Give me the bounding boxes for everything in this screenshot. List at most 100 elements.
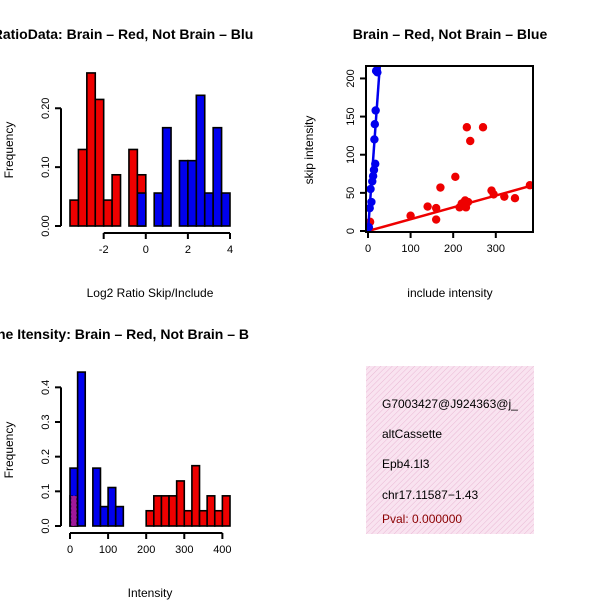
- info-panel-hatch: [366, 366, 534, 534]
- scatter-point: [431, 215, 441, 224]
- y-axis-tick-label: 0.1: [40, 484, 52, 499]
- histogram-bar: [161, 126, 172, 227]
- histogram-bar: [187, 159, 198, 227]
- info-event-type: altCassette: [382, 427, 442, 441]
- scatter-point: [371, 159, 380, 169]
- scatter-point: [487, 186, 496, 195]
- scatter-plot-area: [367, 67, 532, 231]
- ratio-histogram-bars: [69, 72, 231, 227]
- ratio-histogram-ylabel: Frequency: [2, 122, 16, 179]
- histogram-bar: [94, 98, 105, 227]
- intensity-scatter: Brain – Red, Not Brain – Blue 0 100 200 300…: [302, 26, 548, 300]
- x-axis-tick-label: 200: [137, 544, 155, 556]
- scatter-clip-group: [367, 67, 532, 231]
- scatter-frame: [365, 65, 534, 233]
- histogram-bar: [195, 94, 206, 227]
- scatter-point: [478, 123, 488, 132]
- scatter-point: [431, 203, 441, 213]
- scatter-point: [406, 211, 415, 220]
- scatter-x-axis: 0 100 200 300: [365, 232, 505, 255]
- scatter-point: [371, 106, 380, 115]
- ratio-histogram-xlabel: Log2 Ratio Skip/Include: [87, 286, 214, 300]
- histogram-bar: [168, 495, 178, 527]
- x-axis-tick-label: 400: [213, 544, 231, 556]
- histogram-bar: [114, 505, 125, 527]
- histogram-bar: [99, 505, 109, 527]
- histogram-bar: [198, 509, 208, 527]
- scatter-point: [451, 172, 460, 182]
- x-axis-tick-label: 100: [99, 544, 117, 556]
- intensity-histogram-title: ne Itensity: Brain – Red, Not Brain – B: [0, 326, 249, 342]
- histogram-bar: [178, 159, 189, 227]
- scatter-xlabel: include intensity: [407, 286, 492, 300]
- y-axis-tick-label: 200: [345, 69, 357, 87]
- histogram-bar: [102, 199, 113, 227]
- y-axis-tick-label: 0.0: [40, 518, 52, 533]
- scatter-point: [367, 184, 375, 194]
- scatter-point: [466, 136, 475, 146]
- histogram-bar: [69, 199, 80, 227]
- scatter-point: [463, 197, 473, 207]
- regression-line: [367, 184, 532, 231]
- intensity-histogram-y-axis: 0.0 0.1 0.2 0.3 0.4: [40, 380, 62, 534]
- intensity-histogram-xlabel: Intensity: [128, 586, 173, 600]
- histogram-overlap-bar: [70, 495, 77, 527]
- scatter-point: [500, 192, 509, 201]
- x-axis-tick-label: 100: [401, 243, 419, 255]
- histogram-bar: [153, 192, 164, 227]
- histogram-bar: [203, 192, 214, 227]
- histogram-bar: [76, 371, 87, 527]
- histogram-bar: [107, 486, 117, 527]
- scatter-point: [373, 68, 382, 77]
- info-event-id: G7003427@J924363@j_: [382, 397, 518, 411]
- info-gene-name: Epb4.1l3: [382, 457, 430, 471]
- scatter-y-axis: 0 50 100 150 200: [345, 69, 366, 234]
- x-axis-tick-label: 0: [67, 544, 73, 556]
- x-axis-tick-label: 0: [143, 244, 149, 256]
- histogram-bar: [136, 192, 147, 227]
- x-axis-tick-label: 200: [444, 243, 462, 255]
- scatter-title: Brain – Red, Not Brain – Blue: [353, 26, 548, 42]
- y-axis-tick-label: 100: [345, 146, 357, 164]
- histogram-bar: [221, 495, 231, 527]
- x-axis-tick-label: 300: [487, 243, 505, 255]
- x-axis-tick-label: -2: [99, 244, 109, 256]
- histogram-bar: [206, 495, 216, 527]
- histogram-bar: [111, 173, 122, 227]
- histogram-bar: [191, 464, 201, 527]
- ratio-histogram: RatioData: Brain – Red, Not Brain – Blu …: [0, 26, 253, 300]
- y-axis-tick-label: 0.20: [40, 98, 52, 119]
- info-panel: G7003427@J924363@j_ altCassette Epb4.1l3…: [366, 366, 534, 534]
- scatter-point: [462, 123, 472, 132]
- y-axis-tick-label: 0.00: [40, 215, 52, 236]
- histogram-bar: [175, 480, 186, 527]
- info-location: chr17.11587−1.43: [382, 488, 479, 502]
- histogram-bar: [153, 495, 163, 527]
- y-axis-tick-label: 0.3: [40, 414, 52, 429]
- scatter-point: [423, 202, 432, 211]
- histogram-bar: [145, 509, 155, 527]
- y-axis-tick-label: 0.2: [40, 449, 52, 464]
- x-axis-tick-label: 4: [227, 244, 233, 256]
- y-axis-tick-label: 0.4: [40, 380, 52, 395]
- intensity-histogram-ylabel: Frequency: [2, 422, 16, 479]
- intensity-histogram-bars: [69, 371, 231, 527]
- x-axis-tick-label: 2: [185, 244, 191, 256]
- histogram-bar: [220, 192, 231, 227]
- scatter-point: [367, 222, 374, 231]
- ratio-histogram-title: RatioData: Brain – Red, Not Brain – Blu: [0, 26, 253, 42]
- scatter-point: [370, 120, 380, 129]
- scatter-point: [370, 135, 379, 144]
- scatter-point: [525, 181, 532, 190]
- x-axis-tick-label: 300: [175, 544, 193, 556]
- scatter-point: [367, 197, 376, 207]
- histogram-bar: [77, 148, 88, 227]
- histogram-bar: [86, 72, 97, 227]
- ratio-histogram-x-axis: -2 0 2 4: [99, 232, 233, 256]
- histogram-bar: [92, 467, 102, 527]
- info-pval: Pval: 0.000000: [382, 512, 462, 526]
- scatter-ylabel: skip intensity: [302, 116, 316, 185]
- y-axis-tick-label: 150: [345, 107, 357, 125]
- histogram-bar: [160, 495, 170, 527]
- scatter-point: [436, 183, 445, 192]
